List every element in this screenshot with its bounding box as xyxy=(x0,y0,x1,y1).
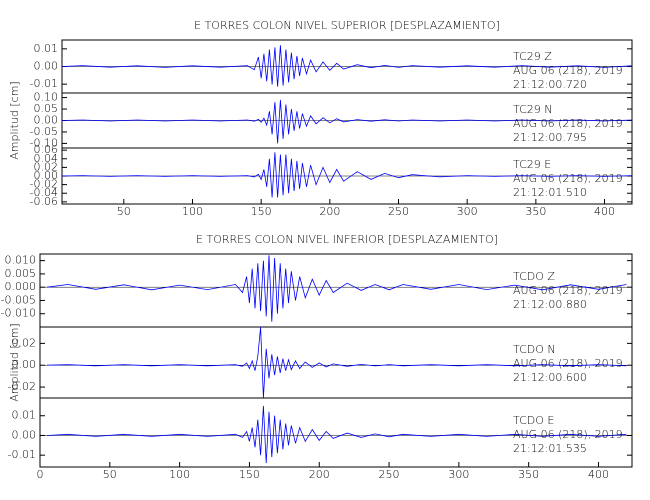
y-tick-label: -0.02 xyxy=(8,380,36,393)
y-tick-label: 0.00 xyxy=(34,60,59,73)
x-tick-label: 400 xyxy=(594,205,615,218)
trace xyxy=(61,152,633,198)
x-tick-label: 200 xyxy=(319,205,340,218)
y-tick-label: 0.10 xyxy=(34,91,59,104)
trace xyxy=(61,99,633,144)
date-label: AUG 06 (218), 2019 xyxy=(513,284,623,297)
y-tick-label: -0.010 xyxy=(1,307,36,320)
trace xyxy=(46,405,627,464)
x-tick-label: 350 xyxy=(525,205,546,218)
x-tick-label: 300 xyxy=(457,205,478,218)
panel-frame xyxy=(39,397,633,468)
station-label: TC29 Z xyxy=(513,50,552,63)
y-tick-label: -0.02 xyxy=(30,178,58,191)
y-tick-label: 0.02 xyxy=(12,336,37,349)
date-label: AUG 06 (218), 2019 xyxy=(513,64,623,77)
time-label: 21:12:00.720 xyxy=(513,78,587,91)
y-tick-label: -0.06 xyxy=(30,195,58,208)
trace xyxy=(61,45,633,87)
y-axis-label: Amplitud [cm] xyxy=(8,323,21,401)
y-tick-label: 0.00 xyxy=(34,114,59,127)
y-tick-label: -0.005 xyxy=(1,293,36,306)
y-tick-label: 0.00 xyxy=(12,428,37,441)
y-tick-label: -0.01 xyxy=(30,77,58,90)
x-tick-label: 100 xyxy=(169,468,190,481)
station-label: TC29 E xyxy=(513,158,551,171)
x-tick-label: 150 xyxy=(251,205,272,218)
y-tick-label: 0.01 xyxy=(34,42,59,55)
chart-title: E TORRES COLON NIVEL SUPERIOR [DESPLAZAM… xyxy=(194,19,500,32)
time-label: 21:12:01.510 xyxy=(513,186,587,199)
x-tick-label: 0 xyxy=(37,468,44,481)
date-label: AUG 06 (218), 2019 xyxy=(513,117,623,130)
time-label: 21:12:00.880 xyxy=(513,298,587,311)
x-tick-label: 50 xyxy=(117,205,131,218)
y-tick-label: 0.000 xyxy=(5,280,37,293)
y-tick-label: 0.02 xyxy=(34,160,59,173)
trace xyxy=(46,326,627,399)
x-tick-label: 300 xyxy=(448,468,469,481)
station-label: TC29 N xyxy=(513,103,552,116)
y-tick-label: 0.010 xyxy=(5,254,37,267)
x-tick-label: 250 xyxy=(388,205,409,218)
x-tick-label: 350 xyxy=(518,468,539,481)
x-tick-label: 250 xyxy=(379,468,400,481)
y-tick-label: -0.04 xyxy=(30,186,58,199)
x-tick-label: 400 xyxy=(588,468,609,481)
time-label: 21:12:01.535 xyxy=(513,442,587,455)
station-label: TCDO N xyxy=(513,343,556,356)
y-tick-label: -0.01 xyxy=(8,448,36,461)
y-tick-label: -0.05 xyxy=(30,125,58,138)
station-label: TCDO Z xyxy=(513,270,555,283)
y-tick-label: -0.10 xyxy=(30,136,58,149)
station-label: TCDO E xyxy=(513,414,554,427)
date-label: AUG 06 (218), 2019 xyxy=(513,357,623,370)
trace xyxy=(46,255,627,322)
chart-title: E TORRES COLON NIVEL INFERIOR [DESPLAZAM… xyxy=(196,233,498,246)
y-tick-label: 0.06 xyxy=(34,143,59,156)
y-tick-label: 0.005 xyxy=(5,267,37,280)
date-label: AUG 06 (218), 2019 xyxy=(513,172,623,185)
x-tick-label: 200 xyxy=(309,468,330,481)
y-tick-label: 0.00 xyxy=(12,358,37,371)
x-tick-label: 150 xyxy=(239,468,260,481)
date-label: AUG 06 (218), 2019 xyxy=(513,428,623,441)
y-axis-label: Amplitud [cm] xyxy=(8,81,21,159)
y-tick-label: 0.00 xyxy=(34,169,59,182)
y-tick-label: 0.04 xyxy=(34,152,59,165)
time-label: 21:12:00.795 xyxy=(513,131,587,144)
time-label: 21:12:00.600 xyxy=(513,371,587,384)
y-tick-label: 0.05 xyxy=(34,102,59,115)
x-tick-label: 50 xyxy=(103,468,117,481)
x-tick-label: 100 xyxy=(182,205,203,218)
y-tick-label: 0.01 xyxy=(12,409,37,422)
